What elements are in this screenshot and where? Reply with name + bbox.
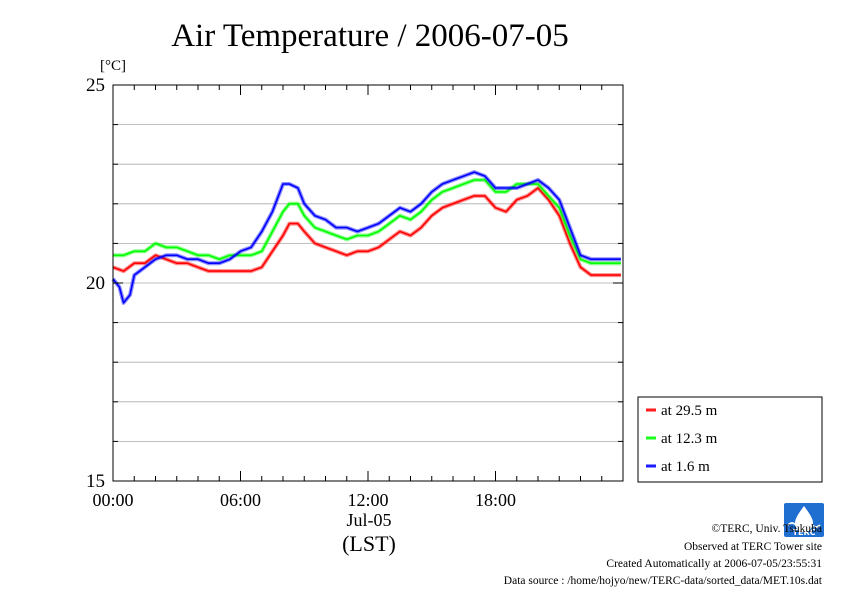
series-lines [111,170,621,305]
series-line [112,187,621,276]
chart-title: Air Temperature / 2006-07-05 [171,18,569,54]
credit-line-1: ©TERC, Univ. Tsukuba [712,523,822,535]
y-tick-label: 20 [86,273,105,294]
legend: at 29.5 m at 12.3 m at 1.6 m [637,396,823,483]
x-tick-label: 12:00 [347,490,388,510]
x-tick-label: 06:00 [220,490,261,510]
series-line [112,171,621,304]
credit-line-4: Data source : /home/hojyo/new/TERC-data/… [504,575,823,587]
legend-box [637,396,823,483]
y-tick-label: 15 [86,471,105,492]
x-axis-date-label: Jul-05 [347,510,392,530]
credit-line-2: Observed at TERC Tower site [684,541,822,553]
legend-label: at 29.5 m [661,403,718,419]
axis-ticks [112,84,624,482]
x-tick-labels: 00:00 06:00 12:00 18:00 [92,490,516,510]
x-tick-label: 00:00 [92,490,133,510]
logo-wave-shape [787,522,821,528]
y-tick-label: 25 [86,75,105,96]
legend-label: at 12.3 m [661,431,718,447]
y-tick-labels: 15 20 25 [86,75,105,492]
series-line [113,179,621,265]
legend-label: at 1.6 m [661,459,710,475]
series-line-glow [112,186,621,278]
x-axis-title: (LST) [342,531,396,556]
logo-text: TERC [793,528,816,537]
x-tick-label: 18:00 [475,490,516,510]
y-axis-unit-label: [°C] [100,58,126,74]
terc-logo-icon: TERC [784,503,824,537]
logo-drop-shape [795,506,813,532]
credit-line-3: Created Automatically at 2006-07-05/23:5… [606,558,822,570]
gridlines [113,124,623,442]
